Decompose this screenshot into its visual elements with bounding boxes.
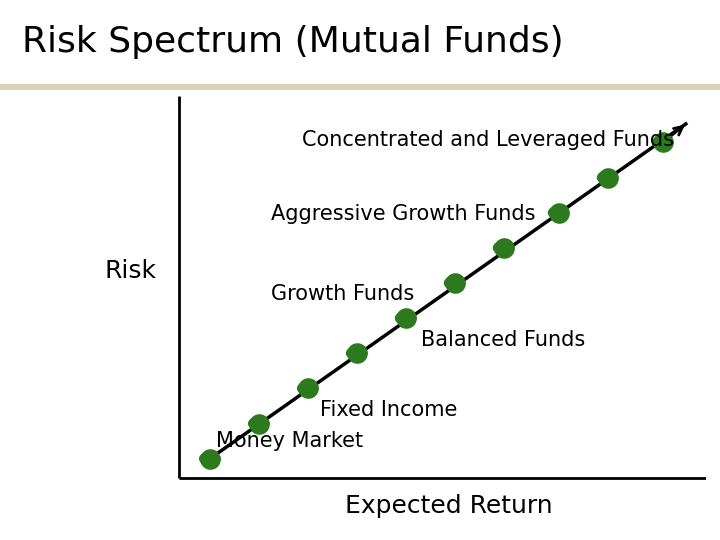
Text: Expected Return: Expected Return bbox=[345, 494, 552, 517]
Circle shape bbox=[444, 276, 465, 289]
Circle shape bbox=[395, 312, 416, 325]
Point bbox=[204, 454, 216, 463]
Bar bbox=[0, 90, 720, 540]
Text: Growth Funds: Growth Funds bbox=[271, 285, 414, 305]
Circle shape bbox=[652, 136, 673, 149]
Text: Risk Spectrum (Mutual Funds): Risk Spectrum (Mutual Funds) bbox=[22, 25, 563, 59]
Point bbox=[302, 384, 314, 393]
Bar bbox=[0, 0, 720, 84]
Bar bbox=[0, 84, 720, 90]
Point bbox=[498, 244, 510, 252]
Point bbox=[602, 173, 613, 182]
Text: Money Market: Money Market bbox=[216, 431, 363, 451]
Text: Fixed Income: Fixed Income bbox=[320, 400, 457, 420]
Point bbox=[553, 208, 564, 217]
Text: Balanced Funds: Balanced Funds bbox=[421, 330, 585, 350]
Circle shape bbox=[346, 347, 367, 360]
Point bbox=[449, 279, 461, 287]
Point bbox=[400, 314, 412, 322]
Circle shape bbox=[493, 241, 514, 254]
Circle shape bbox=[549, 206, 569, 219]
Circle shape bbox=[297, 382, 318, 395]
Point bbox=[657, 138, 669, 147]
Text: Concentrated and Leveraged Funds: Concentrated and Leveraged Funds bbox=[302, 130, 674, 150]
Circle shape bbox=[199, 452, 220, 465]
Point bbox=[253, 419, 265, 428]
Text: Risk: Risk bbox=[104, 259, 156, 284]
Circle shape bbox=[598, 171, 618, 184]
Circle shape bbox=[248, 417, 269, 430]
Point bbox=[351, 349, 362, 357]
Text: Aggressive Growth Funds: Aggressive Growth Funds bbox=[271, 205, 536, 225]
